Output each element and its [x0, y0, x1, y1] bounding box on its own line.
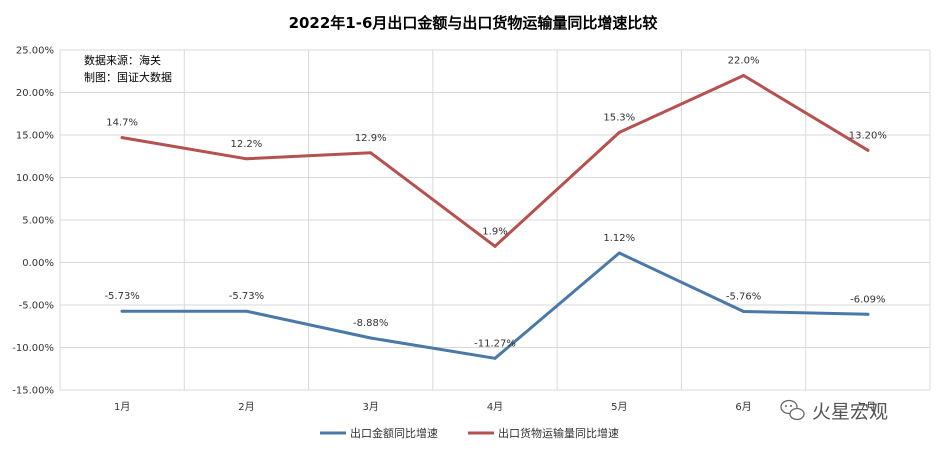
y-tick-label: -15.00%: [12, 386, 54, 397]
data-label: 12.2%: [231, 139, 263, 150]
data-point: [742, 309, 746, 313]
source-annotations: 数据来源：海关 制图：国证大数据: [84, 53, 172, 84]
y-tick-label: -5.00%: [19, 301, 54, 312]
x-tick-label: 5月: [611, 401, 627, 413]
data-label: 14.7%: [106, 118, 138, 129]
maker-annotation: 制图：国证大数据: [84, 70, 172, 84]
legend-label-1: 出口货物运输量同比增速: [498, 426, 619, 440]
data-label: -11.27%: [474, 338, 516, 349]
legend: 出口金额同比增速 出口货物运输量同比增速: [320, 426, 619, 440]
data-point: [493, 244, 497, 248]
data-point: [369, 336, 373, 340]
x-tick-label: 4月: [487, 401, 503, 413]
data-point: [617, 251, 621, 255]
data-point: [866, 148, 870, 152]
watermark-text: 火星宏观: [812, 401, 888, 423]
data-point: [244, 157, 248, 161]
data-point: [369, 151, 373, 155]
source-annotation: 数据来源：海关: [84, 53, 161, 67]
chart-title: 2022年1-6月出口金额与出口货物运输量同比增速比较: [289, 14, 658, 32]
x-tick-label: 6月: [735, 401, 751, 413]
y-tick-label: 0.00%: [22, 258, 54, 269]
y-tick-label: -10.00%: [12, 343, 54, 354]
data-point: [120, 309, 124, 313]
y-tick-label: 20.00%: [16, 88, 54, 99]
data-point: [742, 74, 746, 77]
legend-label-0: 出口金额同比增速: [350, 426, 438, 440]
data-label: 1.12%: [603, 233, 635, 244]
data-label: -5.73%: [104, 291, 139, 302]
data-point: [866, 312, 870, 316]
data-label: 1.9%: [482, 226, 507, 237]
x-tick-label: 3月: [363, 401, 379, 413]
watermark: 火星宏观: [780, 399, 888, 423]
wechat-icon: [780, 399, 805, 421]
data-point: [120, 136, 124, 140]
data-label: 13.20%: [849, 130, 887, 141]
data-label: 12.9%: [355, 133, 387, 144]
data-label: -5.73%: [229, 291, 264, 302]
x-tick-label: 1月: [114, 401, 130, 413]
y-tick-label: 25.00%: [16, 46, 54, 57]
x-axis-tick-labels: 1月 2月 3月 4月 5月 6月 7月: [114, 401, 876, 413]
data-point: [244, 309, 248, 313]
data-point: [617, 130, 621, 134]
x-tick-label: 2月: [238, 401, 254, 413]
data-label: -8.88%: [353, 318, 388, 329]
y-tick-label: 15.00%: [16, 131, 54, 142]
y-axis-tick-labels: 25.00% 20.00% 15.00% 10.00% 5.00% 0.00% -5.00%…: [12, 46, 54, 397]
series-lines: [120, 74, 870, 360]
data-label: 15.3%: [603, 112, 635, 123]
data-label: -5.76%: [726, 291, 761, 302]
data-label: 22.0%: [728, 56, 760, 67]
data-labels: -5.73% -5.73% -8.88% -11.27% 1.12% -5.76% -6.0…: [104, 56, 886, 350]
data-point: [493, 356, 497, 360]
y-tick-label: 5.00%: [22, 216, 54, 227]
x-tick-label: 7月: [860, 401, 876, 413]
grid: [59, 49, 931, 391]
y-tick-label: 10.00%: [16, 173, 54, 184]
data-label: -6.09%: [850, 294, 885, 305]
